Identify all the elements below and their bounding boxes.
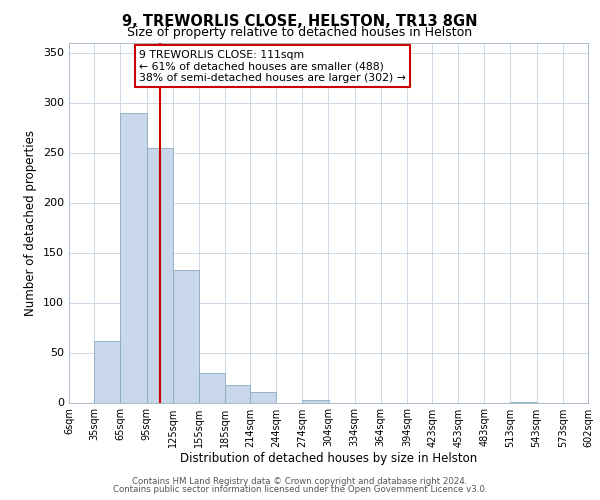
Bar — [173, 270, 199, 402]
Bar — [302, 400, 329, 402]
Bar — [199, 372, 225, 402]
Text: Size of property relative to detached houses in Helston: Size of property relative to detached ho… — [127, 26, 473, 39]
Bar — [225, 384, 250, 402]
Bar — [121, 112, 146, 403]
Text: 9, TREWORLIS CLOSE, HELSTON, TR13 8GN: 9, TREWORLIS CLOSE, HELSTON, TR13 8GN — [122, 14, 478, 29]
Y-axis label: Number of detached properties: Number of detached properties — [25, 130, 37, 316]
Text: 9 TREWORLIS CLOSE: 111sqm
← 61% of detached houses are smaller (488)
38% of semi: 9 TREWORLIS CLOSE: 111sqm ← 61% of detac… — [139, 50, 406, 83]
Bar — [250, 392, 276, 402]
X-axis label: Distribution of detached houses by size in Helston: Distribution of detached houses by size … — [180, 452, 477, 466]
Text: Contains HM Land Registry data © Crown copyright and database right 2024.: Contains HM Land Registry data © Crown c… — [132, 477, 468, 486]
Bar — [94, 340, 121, 402]
Bar — [146, 148, 173, 402]
Text: Contains public sector information licensed under the Open Government Licence v3: Contains public sector information licen… — [113, 484, 487, 494]
